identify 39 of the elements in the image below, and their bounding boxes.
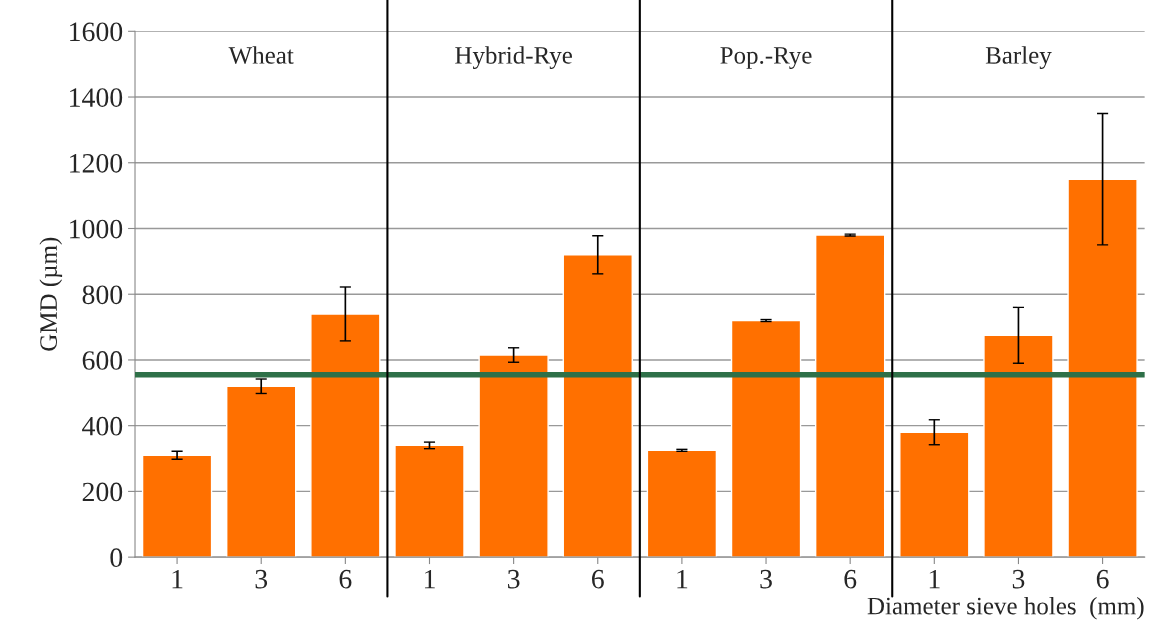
annotation: Pop.-Rye xyxy=(720,47,812,69)
x-axis-title: Diameter sieve holes (mm) xyxy=(867,596,1144,620)
y-tick-label: 800 xyxy=(82,285,123,305)
bar xyxy=(226,385,297,558)
x-tick-label: 6 xyxy=(844,569,857,589)
x-tick-label: 6 xyxy=(339,569,352,589)
y-tick-label: 1600 xyxy=(70,22,123,42)
bar xyxy=(1067,178,1138,558)
y-tick-label: 1200 xyxy=(70,153,123,173)
annotation: Hybrid-Rye xyxy=(455,46,572,69)
bar xyxy=(141,454,213,558)
bar xyxy=(814,234,886,558)
x-tick-label: 3 xyxy=(760,569,772,589)
y-tick-label: 400 xyxy=(82,416,123,436)
x-tick-label: 3 xyxy=(508,569,520,589)
annotation: Barley xyxy=(985,46,1052,69)
y-tick-label: 200 xyxy=(82,482,123,502)
bar xyxy=(394,444,465,558)
y-tick-label: 600 xyxy=(82,351,123,370)
x-tick-label: 6 xyxy=(1096,569,1109,589)
bar xyxy=(983,334,1054,558)
bar xyxy=(899,431,970,558)
x-tick-label: 1 xyxy=(929,569,940,589)
bar xyxy=(730,319,802,558)
y-axis-title: GMD (µm) xyxy=(39,237,63,351)
bar xyxy=(478,354,549,558)
bar xyxy=(562,254,633,558)
x-tick-label: 1 xyxy=(677,569,688,589)
y-tick-label: 1000 xyxy=(70,219,123,239)
annotation: Wheat xyxy=(228,46,294,64)
y-tick-label: 0 xyxy=(110,548,123,568)
x-tick-label: 3 xyxy=(255,569,268,589)
x-tick-label: 3 xyxy=(1012,569,1025,589)
x-tick-label: 1 xyxy=(424,569,435,589)
x-tick-label: 6 xyxy=(592,569,604,589)
bar xyxy=(646,449,718,558)
bar xyxy=(310,313,381,558)
x-tick-label: 1 xyxy=(172,569,183,589)
y-tick-label: 1400 xyxy=(70,88,123,107)
